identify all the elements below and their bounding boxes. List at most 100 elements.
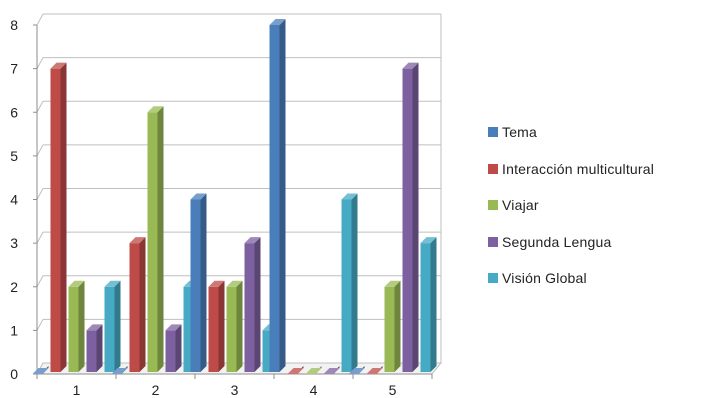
y-tick-label: 3 [10, 235, 18, 251]
bar [323, 366, 340, 374]
bar [190, 193, 207, 372]
y-tick-label: 8 [10, 17, 18, 33]
bar [165, 324, 182, 372]
bar-top [208, 280, 225, 287]
bar-top [226, 280, 243, 287]
bar-top [420, 237, 437, 244]
bar-top [32, 368, 49, 374]
bar-front [262, 330, 273, 372]
bar-front [165, 330, 176, 372]
bar [348, 366, 365, 374]
bar-front [269, 25, 280, 372]
legend-item: Interacción multicultural [488, 151, 654, 188]
bar [244, 237, 261, 372]
legend-label: Interacción multicultural [502, 160, 655, 177]
bar-top [129, 237, 146, 244]
gridline [36, 188, 44, 200]
gridline [36, 275, 44, 287]
bar [287, 366, 304, 374]
gridline [36, 319, 44, 331]
legend-label: Tema [502, 124, 538, 141]
legend-item: Visión Global [488, 260, 654, 297]
legend-item: Viajar [488, 187, 654, 224]
bar-side [175, 324, 182, 372]
x-tick-label: 5 [389, 382, 397, 398]
bar-side [60, 62, 67, 372]
bar-side [157, 106, 164, 372]
bar-top [50, 62, 67, 69]
bar-top [165, 324, 182, 331]
bar-side [351, 193, 358, 372]
y-tick-labels: 0 1 2 3 4 5 6 7 8 [10, 17, 18, 382]
bar [208, 280, 225, 372]
bar-front [104, 286, 115, 372]
bar-top [104, 280, 121, 287]
bar [104, 280, 121, 372]
legend-label: Segunda Lengua [502, 233, 612, 250]
bar [226, 280, 243, 372]
bar-side [430, 237, 437, 372]
bar-side [139, 237, 146, 372]
x-tick-label: 1 [73, 382, 81, 398]
bar [111, 366, 128, 374]
bar-front [147, 112, 158, 372]
bar-top [402, 62, 419, 69]
bar-front [129, 243, 140, 372]
gridline [36, 101, 44, 113]
bar-front [341, 199, 352, 372]
legend-label: Viajar [502, 197, 539, 214]
legend-swatch [488, 273, 498, 284]
bar-top [68, 280, 85, 287]
legend-swatch [488, 163, 498, 174]
bar-front [244, 243, 255, 372]
bar-side [279, 19, 286, 372]
bar-side [254, 237, 261, 372]
y-tick-label: 2 [10, 279, 18, 295]
bar [402, 62, 419, 372]
bar-top [341, 193, 358, 200]
y-tick-label: 6 [10, 104, 18, 120]
legend-item: Segunda Lengua [488, 224, 654, 261]
bar-front [50, 68, 61, 372]
bar-top [244, 237, 261, 244]
bar [341, 193, 358, 372]
bar-side [114, 280, 121, 372]
bar [86, 324, 103, 372]
bar [68, 280, 85, 372]
bar-top [348, 368, 365, 374]
bar-side [218, 280, 225, 372]
legend-item: Tema [488, 114, 654, 151]
bar [420, 237, 437, 372]
gridline [36, 144, 44, 157]
y-tick-label: 5 [10, 148, 18, 164]
bar [129, 237, 146, 372]
bar-front [208, 286, 219, 372]
legend: Tema Interacción multicultural Viajar Se… [488, 114, 654, 297]
bar-top [384, 280, 401, 287]
bar-side [78, 280, 85, 372]
bar-front [384, 286, 395, 372]
bar-side [394, 280, 401, 372]
bar [32, 366, 49, 374]
gridline [36, 57, 44, 69]
y-tick-label: 0 [10, 366, 18, 382]
x-tick-label: 4 [310, 382, 318, 398]
bar [384, 280, 401, 372]
bar-side [200, 193, 207, 372]
bar-side [236, 280, 243, 372]
bar-top [190, 193, 207, 200]
y-tick-label: 7 [10, 61, 18, 77]
legend-swatch [488, 200, 498, 211]
x-tick-label: 3 [231, 382, 239, 398]
bars [32, 19, 437, 374]
bar-top [269, 19, 286, 25]
x-tick-labels: 1 2 3 4 5 [73, 382, 397, 398]
bar [305, 366, 322, 374]
legend-swatch [488, 236, 498, 247]
bar-front [86, 330, 97, 372]
bar-front [420, 243, 431, 372]
bar [269, 19, 286, 372]
bar-front [402, 68, 413, 372]
bar-top [323, 368, 340, 374]
